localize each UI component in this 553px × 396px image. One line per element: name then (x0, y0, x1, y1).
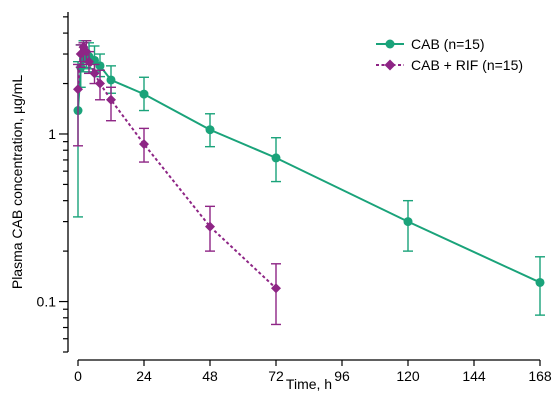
x-tick-label: 48 (202, 368, 218, 384)
y-axis-ticks: 0.11 (37, 16, 68, 353)
data-point (535, 277, 545, 287)
series-cab-rif (73, 40, 281, 326)
data-point (205, 125, 215, 135)
x-tick-label: 0 (74, 368, 82, 384)
data-point (84, 56, 94, 67)
series-line (77, 50, 541, 284)
data-point (271, 283, 281, 294)
legend-item-cab: CAB (n=15) (376, 36, 485, 52)
data-point (139, 89, 149, 99)
plot-area: 0.11 0 24 48 72 96 120 144 168 (37, 12, 552, 384)
data-point (205, 221, 215, 232)
series-line (77, 44, 277, 290)
x-tick-label: 144 (462, 368, 486, 384)
y-axis-label: Plasma CAB concentration, µg/mL (9, 75, 25, 289)
x-tick-label: 24 (136, 368, 152, 384)
data-point (95, 78, 105, 89)
data-point (139, 139, 149, 150)
y-tick-label: 1 (48, 126, 56, 142)
x-tick-label: 120 (396, 368, 420, 384)
series-layer (73, 40, 545, 326)
x-tick-label: 168 (528, 368, 552, 384)
data-point (106, 94, 116, 105)
legend-marker-cab (385, 39, 395, 49)
x-tick-label: 96 (334, 368, 350, 384)
legend-label-cab-rif: CAB + RIF (n=15) (411, 57, 523, 73)
y-tick-label: 0.1 (37, 294, 57, 310)
legend-marker-cab-rif (384, 59, 396, 71)
legend-label-cab: CAB (n=15) (411, 36, 485, 52)
data-point (106, 75, 116, 85)
x-tick-label: 72 (268, 368, 284, 384)
legend: CAB (n=15) CAB + RIF (n=15) (376, 36, 523, 73)
data-point (89, 68, 100, 79)
data-point (271, 153, 281, 163)
legend-item-cab-rif: CAB + RIF (n=15) (376, 57, 523, 73)
series-cab (73, 40, 545, 316)
x-axis-ticks: 0 24 48 72 96 120 144 168 (74, 360, 552, 384)
data-point (403, 217, 413, 227)
data-point (95, 61, 105, 71)
data-point (81, 46, 92, 57)
data-point (73, 84, 83, 95)
x-axis-label: Time, h (286, 376, 332, 392)
